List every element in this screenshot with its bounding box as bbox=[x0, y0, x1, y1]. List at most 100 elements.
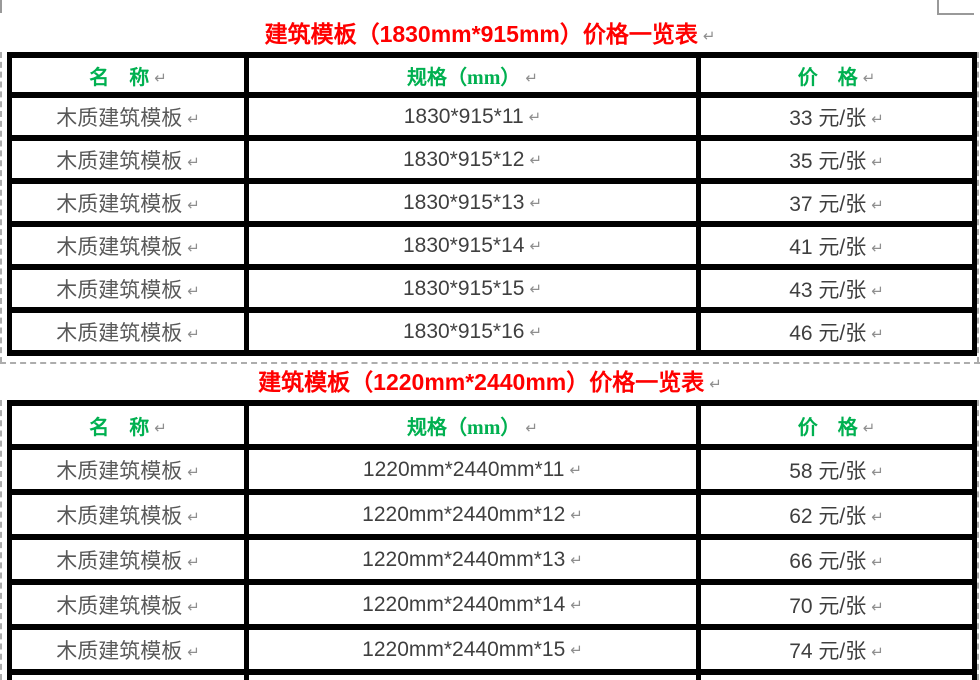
cell-price[interactable]: 37 元/张 ↵ bbox=[696, 178, 977, 227]
cell-spec[interactable]: 1830*915*11 ↵ bbox=[244, 92, 701, 141]
cell-spec[interactable] bbox=[244, 669, 701, 680]
cell-price[interactable] bbox=[696, 669, 977, 680]
paragraph-mark: ↵ bbox=[862, 68, 876, 87]
table-row-partial bbox=[7, 669, 977, 680]
header-name-text: 名 称 bbox=[89, 416, 150, 439]
cell-spec[interactable]: 1830*915*12 ↵ bbox=[244, 135, 701, 184]
product-name-text: 木质建筑模板 bbox=[56, 234, 183, 259]
paragraph-mark: ↵ bbox=[187, 281, 200, 300]
product-name-text: 木质建筑模板 bbox=[56, 593, 183, 618]
table2-header-name[interactable]: 名 称 ↵ bbox=[7, 400, 249, 450]
page-margin-mark-top-left bbox=[0, 0, 2, 13]
cell-price[interactable]: 41 元/张 ↵ bbox=[696, 221, 977, 270]
cell-product-name[interactable]: 木质建筑模板 ↵ bbox=[7, 264, 249, 313]
cell-product-name[interactable]: 木质建筑模板 ↵ bbox=[7, 579, 249, 630]
paragraph-mark: ↵ bbox=[702, 27, 716, 45]
paragraph-mark: ↵ bbox=[525, 418, 538, 437]
product-name-text: 木质建筑模板 bbox=[56, 105, 183, 130]
cell-spec[interactable]: 1830*915*15 ↵ bbox=[244, 264, 701, 313]
cell-spec[interactable]: 1830*915*14 ↵ bbox=[244, 221, 701, 270]
table2-header-row: 名 称 ↵ 规格（mm） ↵ 价 格 ↵ bbox=[7, 400, 977, 450]
cell-product-name[interactable] bbox=[7, 669, 249, 680]
header-spec-text: 规格（mm） bbox=[407, 416, 521, 439]
paragraph-mark: ↵ bbox=[871, 642, 884, 661]
spec-text: 1830*915*16 bbox=[402, 319, 525, 343]
paragraph-mark: ↵ bbox=[871, 195, 884, 214]
cell-product-name[interactable]: 木质建筑模板 ↵ bbox=[7, 307, 249, 356]
paragraph-mark: ↵ bbox=[871, 597, 884, 616]
table1-title-text: 建筑模板（1830mm*915mm）价格一览表 bbox=[264, 21, 698, 47]
product-name-text: 木质建筑模板 bbox=[56, 148, 183, 173]
cell-spec[interactable]: 1220mm*2440mm*12 ↵ bbox=[244, 489, 701, 540]
page-margin-mark-top-right bbox=[937, 0, 974, 15]
cell-price[interactable]: 43 元/张 ↵ bbox=[696, 264, 977, 313]
paragraph-mark: ↵ bbox=[871, 324, 884, 343]
text-boundary-left-1 bbox=[0, 52, 2, 363]
price-table-1830x915: 名 称 ↵ 规格（mm） ↵ 价 格 ↵ 木质建筑模板 ↵ 1830*915*11 ↵ 3… bbox=[7, 52, 977, 356]
table1-header-price[interactable]: 价 格 ↵ bbox=[696, 52, 977, 98]
paragraph-mark: ↵ bbox=[154, 68, 167, 87]
cell-price[interactable]: 74 元/张 ↵ bbox=[696, 624, 977, 675]
paragraph-mark: ↵ bbox=[570, 595, 583, 614]
cell-product-name[interactable]: 木质建筑模板 ↵ bbox=[7, 178, 249, 227]
cell-price[interactable]: 33 元/张 ↵ bbox=[696, 92, 977, 141]
cell-product-name[interactable]: 木质建筑模板 ↵ bbox=[7, 221, 249, 270]
price-text: 66 元/张 bbox=[789, 549, 867, 573]
spec-text: 1220mm*2440mm*12 bbox=[362, 502, 566, 526]
text-boundary-left-2 bbox=[0, 400, 2, 680]
price-text: 41 元/张 bbox=[789, 235, 867, 259]
paragraph-mark: ↵ bbox=[529, 150, 543, 169]
table2-header-spec[interactable]: 规格（mm） ↵ bbox=[244, 400, 701, 450]
spec-text: 1830*915*12 bbox=[402, 147, 525, 171]
cell-price[interactable]: 70 元/张 ↵ bbox=[696, 579, 977, 630]
table-row: 木质建筑模板 ↵ 1220mm*2440mm*15 ↵ 74 元/张 ↵ bbox=[7, 624, 977, 675]
table1-header-name[interactable]: 名 称 ↵ bbox=[7, 52, 249, 98]
product-name-text: 木质建筑模板 bbox=[56, 638, 183, 663]
paragraph-mark: ↵ bbox=[871, 109, 884, 128]
cell-price[interactable]: 66 元/张 ↵ bbox=[696, 534, 977, 585]
spec-text: 1220mm*2440mm*15 bbox=[362, 637, 566, 661]
cell-spec[interactable]: 1220mm*2440mm*13 ↵ bbox=[244, 534, 701, 585]
cell-product-name[interactable]: 木质建筑模板 ↵ bbox=[7, 534, 249, 585]
cell-product-name[interactable]: 木质建筑模板 ↵ bbox=[7, 624, 249, 675]
cell-price[interactable]: 62 元/张 ↵ bbox=[696, 489, 977, 540]
paragraph-mark: ↵ bbox=[569, 460, 583, 479]
paragraph-mark: ↵ bbox=[187, 462, 200, 481]
paragraph-mark: ↵ bbox=[187, 324, 200, 343]
paragraph-mark: ↵ bbox=[187, 597, 200, 616]
paragraph-mark: ↵ bbox=[871, 152, 884, 171]
table-row: 木质建筑模板 ↵ 1220mm*2440mm*11 ↵ 58 元/张 ↵ bbox=[7, 444, 977, 495]
product-name-text: 木质建筑模板 bbox=[56, 191, 183, 216]
table1-header-spec[interactable]: 规格（mm） ↵ bbox=[244, 52, 701, 98]
product-name-text: 木质建筑模板 bbox=[56, 320, 183, 345]
cell-spec[interactable]: 1830*915*16 ↵ bbox=[244, 307, 701, 356]
paragraph-mark: ↵ bbox=[529, 193, 543, 212]
cell-price[interactable]: 58 元/张 ↵ bbox=[696, 444, 977, 495]
spec-text: 1220mm*2440mm*13 bbox=[362, 547, 566, 571]
price-text: 62 元/张 bbox=[789, 504, 867, 528]
cell-spec[interactable]: 1220mm*2440mm*14 ↵ bbox=[244, 579, 701, 630]
cell-spec[interactable]: 1830*915*13 ↵ bbox=[244, 178, 701, 227]
cell-spec[interactable]: 1220mm*2440mm*11 ↵ bbox=[244, 444, 701, 495]
table2-header-price[interactable]: 价 格 ↵ bbox=[696, 400, 977, 450]
cell-product-name[interactable]: 木质建筑模板 ↵ bbox=[7, 92, 249, 141]
paragraph-mark: ↵ bbox=[529, 322, 543, 341]
cell-product-name[interactable]: 木质建筑模板 ↵ bbox=[7, 135, 249, 184]
paragraph-mark: ↵ bbox=[871, 238, 884, 257]
table-row: 木质建筑模板 ↵ 1830*915*11 ↵ 33 元/张 ↵ bbox=[7, 92, 977, 141]
table-row: 木质建筑模板 ↵ 1220mm*2440mm*12 ↵ 62 元/张 ↵ bbox=[7, 489, 977, 540]
cell-price[interactable]: 46 元/张 ↵ bbox=[696, 307, 977, 356]
header-price-text: 价 格 bbox=[797, 66, 858, 89]
paragraph-mark: ↵ bbox=[187, 642, 200, 661]
paragraph-mark: ↵ bbox=[525, 68, 538, 87]
cell-product-name[interactable]: 木质建筑模板 ↵ bbox=[7, 489, 249, 540]
cell-spec[interactable]: 1220mm*2440mm*15 ↵ bbox=[244, 624, 701, 675]
paragraph-mark: ↵ bbox=[187, 109, 200, 128]
header-price-text: 价 格 bbox=[797, 416, 858, 439]
cell-product-name[interactable]: 木质建筑模板 ↵ bbox=[7, 444, 249, 495]
table2-title: 建筑模板（1220mm*2440mm）价格一览表 ↵ bbox=[0, 369, 980, 397]
paragraph-mark: ↵ bbox=[570, 640, 583, 659]
paragraph-mark: ↵ bbox=[187, 552, 200, 571]
text-boundary-right-1 bbox=[977, 52, 979, 363]
cell-price[interactable]: 35 元/张 ↵ bbox=[696, 135, 977, 184]
